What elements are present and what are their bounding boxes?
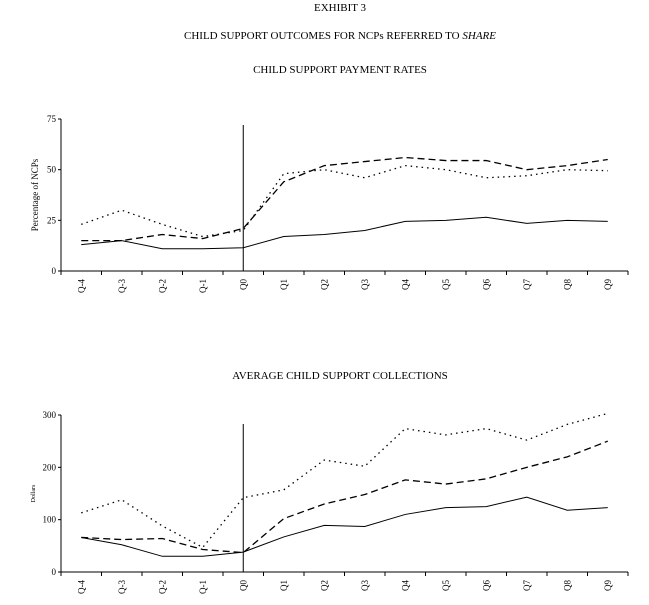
- x-tick-label: Q3: [360, 580, 370, 591]
- y-tick-label: 100: [43, 515, 57, 525]
- x-tick-label: Q-4: [76, 580, 86, 594]
- series-dashed-line: [81, 440, 608, 554]
- x-tick-label: Q-2: [157, 279, 167, 293]
- x-tick-label: Q4: [400, 580, 410, 591]
- y-tick-label: 300: [43, 410, 57, 420]
- y-tick-label: 50: [47, 165, 57, 175]
- x-tick-label: Q2: [319, 279, 329, 290]
- chart-1: 0 25 50 75 Q-4 Q-3 Q-2 Q-1 Q0 Q1 Q2 Q3 Q4 Q5 Q6 Q7 Q8 Q9 P…: [30, 114, 629, 293]
- title-italic: SHARE: [462, 30, 496, 42]
- x-tick-label: Q8: [562, 580, 572, 591]
- exhibit-label: EXHIBIT 3: [313, 2, 367, 14]
- x-tick-label: Q0: [238, 580, 248, 591]
- title-text: CHILD SUPPORT OUTCOMES FOR NCPs REFERRED…: [184, 30, 463, 42]
- x-tick-label: Q8: [562, 279, 572, 290]
- x-tick-label: Q-3: [117, 580, 127, 594]
- x-tick-label: Q-1: [198, 279, 208, 293]
- x-tick-label: Q7: [522, 580, 532, 591]
- x-tick-label: Q6: [481, 279, 491, 290]
- y-tick-label: 0: [52, 567, 57, 577]
- y-axis-label: Dollars: [31, 484, 37, 502]
- x-tick-label: Q3: [360, 279, 370, 290]
- x-tick-label: Q7: [522, 279, 532, 290]
- y-tick-label: 75: [47, 114, 57, 124]
- chart-2: 0 100 200 300 Q-4 Q-3 Q-2 Q-1 Q0 Q1 Q2 Q3 Q4 Q5 Q6 Q7 Q8…: [31, 410, 629, 594]
- x-tick-label: Q5: [441, 279, 451, 290]
- chart1-title: CHILD SUPPORT PAYMENT RATES: [253, 64, 427, 76]
- series-solid-line: [81, 216, 608, 250]
- x-tick-label: Q-2: [157, 580, 167, 594]
- x-tick-label: Q6: [481, 580, 491, 591]
- x-tick-label: Q1: [279, 580, 289, 591]
- chart2-title: AVERAGE CHILD SUPPORT COLLECTIONS: [232, 370, 448, 382]
- series-dotted-line: [81, 164, 608, 238]
- x-tick-label: Q-1: [198, 580, 208, 594]
- x-tick-label: Q-3: [117, 279, 127, 293]
- y-tick-label: 0: [52, 266, 57, 276]
- x-tick-label: Q4: [400, 279, 410, 290]
- y-tick-label: 25: [47, 215, 57, 225]
- series-dashed-line: [81, 156, 608, 242]
- y-axis-label: Percentage of NCPs: [30, 158, 40, 231]
- x-tick-label: Q2: [319, 580, 329, 591]
- x-tick-label: Q1: [279, 279, 289, 290]
- x-tick-label: Q5: [441, 580, 451, 591]
- x-tick-label: Q0: [238, 279, 248, 290]
- x-tick-label: Q9: [603, 580, 613, 591]
- y-tick-label: 200: [43, 462, 57, 472]
- x-tick-label: Q-4: [76, 279, 86, 293]
- exhibit-title: CHILD SUPPORT OUTCOMES FOR NCPs REFERRED…: [0, 30, 649, 42]
- series-dotted-line: [81, 412, 608, 549]
- series-solid-line: [81, 496, 608, 557]
- x-tick-label: Q9: [603, 279, 613, 290]
